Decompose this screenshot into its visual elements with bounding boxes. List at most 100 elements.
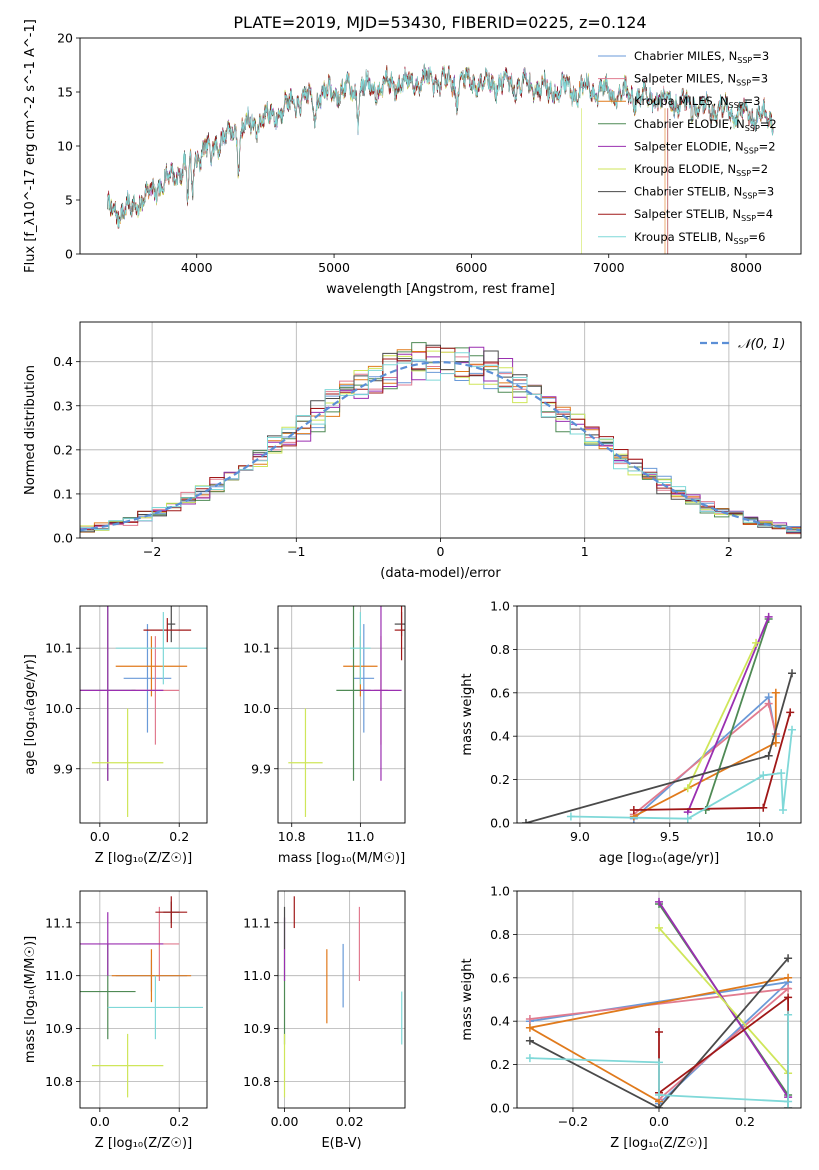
plot-area [525, 897, 793, 1108]
x-tick-label: −1 [287, 544, 305, 559]
legend-label-sub: SSP [741, 214, 756, 223]
y-tick-label: 0.1 [53, 486, 73, 501]
errorbar-point [80, 606, 164, 781]
legend-label-sub: SSP [744, 146, 759, 155]
y-tick-label: 1.0 [490, 599, 510, 614]
errorbar-point [107, 975, 204, 1040]
x-tick-label: 0.2 [735, 1114, 755, 1129]
axes-frame [79, 890, 208, 1109]
plus-marker [759, 803, 768, 812]
x-tick-label: 4000 [181, 260, 213, 275]
plus-marker [525, 1023, 534, 1032]
x-tick-label: 1 [581, 544, 589, 559]
y-tick-label: 0.4 [490, 1014, 510, 1029]
spectrum-series [107, 63, 774, 229]
legend-entry: Kroupa MILES, NSSP=3 [598, 94, 760, 110]
x-tick-label: 8000 [730, 260, 762, 275]
errorbar-point [155, 896, 188, 929]
y-tick-label: 0.2 [490, 1057, 510, 1072]
legend-label: Chabrier MILES, NSSP=3 [634, 49, 769, 65]
errorbar-point [91, 708, 164, 817]
mass-weight-series [525, 954, 793, 1108]
plus-marker [788, 725, 797, 734]
chart-spectrum: 4000 5000 6000 7000 8000 0 5 10 15 20 wavelength [… [23, 19, 802, 297]
series-line [529, 957, 789, 1108]
y-axis-label: age [log₁₀(age/yr)] [23, 654, 38, 775]
y-tick-label: 0.0 [490, 816, 510, 831]
legend-label-eq: =2 [759, 139, 776, 153]
y-tick-label: 20 [57, 31, 73, 46]
legend-label-sub: SSP [745, 124, 760, 133]
x-tick-label: 9.5 [660, 829, 680, 844]
plus-marker [655, 1058, 663, 1067]
plus-marker [759, 771, 768, 780]
y-axis-label: mass weight [460, 958, 475, 1040]
legend-entry: Chabrier ELODIE, NSSP=2 [598, 117, 777, 133]
x-tick-label: 0.0 [90, 1114, 110, 1129]
legend-label-text: Chabrier ELODIE, N [634, 117, 745, 131]
errorbar-point [350, 612, 371, 685]
plus-marker [655, 1104, 663, 1108]
x-tick-label: 10.8 [278, 829, 306, 844]
legend-label: Kroupa MILES, NSSP=3 [634, 94, 760, 110]
plus-marker [683, 784, 692, 793]
legend-label-text: Chabrier MILES, N [634, 49, 737, 63]
series-line [704, 618, 770, 811]
errorbar-point [91, 1033, 164, 1098]
legend-label-text: Salpeter ELODIE, N [634, 139, 744, 153]
plus-marker [525, 1054, 534, 1063]
plot-area [283, 896, 403, 1098]
plus-marker [525, 1015, 534, 1024]
x-tick-label: −2 [143, 544, 161, 559]
y-tick-label: 9.9 [53, 761, 73, 776]
chart-massweight_vs_age: 9.0 9.5 10.0 0.0 0.2 0.4 0.6 0.8 1.0 age [log₁₀(a… [460, 599, 802, 866]
plus-marker [764, 751, 773, 760]
plus-marker [784, 1104, 793, 1108]
plus-marker [629, 805, 638, 814]
errorbar-point [115, 612, 207, 685]
y-tick-label: 10.8 [45, 1074, 73, 1089]
y-tick-label: 10 [57, 139, 73, 154]
y-tick-label: 0.6 [490, 685, 510, 700]
errorbar-point [111, 949, 192, 1003]
axes-frame [277, 605, 406, 824]
axes-frame [277, 890, 406, 1109]
plus-marker [566, 812, 575, 821]
legend-entry: Salpeter MILES, NSSP=3 [598, 72, 768, 88]
plus-marker [784, 993, 793, 1002]
legend-label: Kroupa ELODIE, NSSP=2 [634, 162, 768, 178]
x-tick-label: 0.0 [90, 829, 110, 844]
plus-marker [786, 708, 795, 717]
y-tick-label: 10.1 [45, 641, 73, 656]
legend-label-eq: =3 [744, 94, 761, 108]
plus-marker [784, 973, 793, 982]
plus-marker [788, 669, 797, 678]
legend-label-eq: =3 [752, 49, 769, 63]
plus-marker [784, 984, 793, 993]
x-tick-label: 0.2 [169, 1114, 189, 1129]
x-tick-label: 0.0 [649, 1114, 669, 1129]
plus-marker [655, 1090, 663, 1099]
legend-label: Chabrier STELIB, NSSP=3 [634, 185, 774, 201]
plus-marker [771, 688, 780, 697]
y-tick-label: 11.1 [45, 915, 73, 930]
y-tick-label: 10.0 [243, 701, 271, 716]
series-line [658, 927, 789, 1074]
y-tick-label: 0.2 [490, 772, 510, 787]
y-tick-label: 0.8 [490, 927, 510, 942]
x-tick-label: 0.00 [271, 1114, 299, 1129]
x-tick-label: 2 [725, 544, 733, 559]
errorbar-point [360, 606, 402, 781]
plus-marker [655, 1028, 663, 1037]
x-tick-label: 11.0 [346, 829, 374, 844]
legend-label-sub: SSP [736, 169, 751, 178]
legend-label-eq: =2 [760, 117, 777, 131]
x-axis-label: Z [log₁₀(Z/Z☉)] [95, 851, 192, 866]
errorbar-point [143, 618, 192, 643]
y-tick-label: 15 [57, 85, 73, 100]
y-tick-label: 0 [65, 247, 73, 262]
plus-marker [764, 612, 773, 621]
x-tick-label: 5000 [318, 260, 350, 275]
x-tick-label: 6000 [455, 260, 487, 275]
